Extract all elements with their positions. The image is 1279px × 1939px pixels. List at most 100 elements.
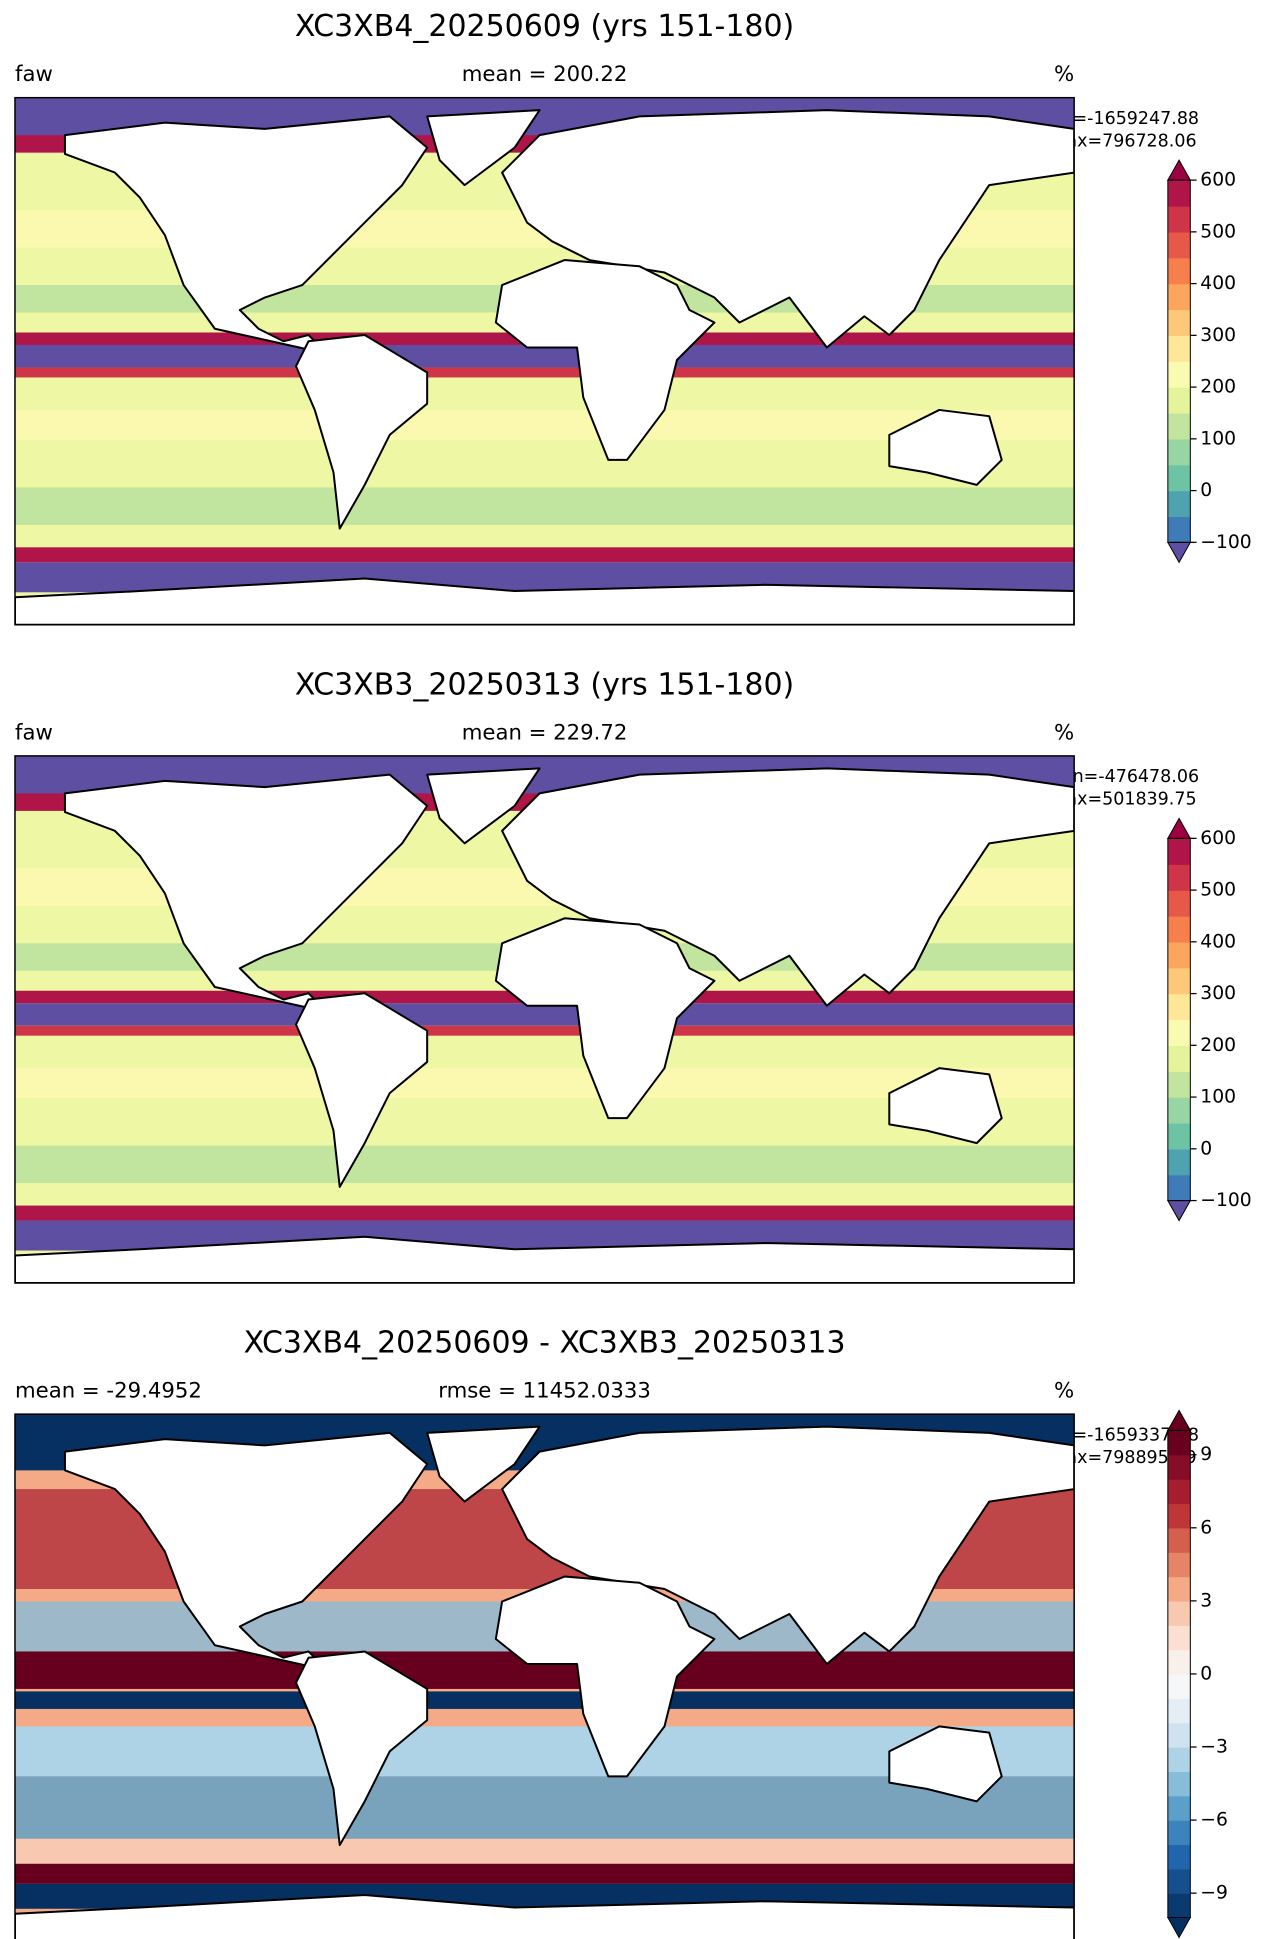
colorbar-tick-label: −9 <box>1200 1883 1228 1904</box>
colorbar-bin <box>1167 1071 1191 1098</box>
colorbar-bin <box>1167 1097 1191 1124</box>
colorbar-bin <box>1167 1747 1191 1772</box>
unit-label: % <box>1054 62 1074 87</box>
colorbar-bin <box>1167 516 1191 543</box>
center-label: mean = 200.22 <box>462 62 628 87</box>
colorbar-bin <box>1167 387 1191 414</box>
max-label: Max=798895.19 <box>1051 1448 1196 1468</box>
colorbar-under <box>1166 541 1192 564</box>
colorbar-bin <box>1167 1722 1191 1748</box>
colorbar-tick-label: −100 <box>1200 532 1251 553</box>
colorbar-tick-label: −100 <box>1200 1190 1251 1211</box>
colorbar-under <box>1166 1917 1192 1939</box>
panel-title: XC3XB4_20250609 - XC3XB3_20250313 <box>244 1326 846 1361</box>
center-label: rmse = 11452.0333 <box>438 1379 651 1404</box>
colorbar-bin <box>1167 1649 1191 1675</box>
colorbar-bin <box>1167 864 1191 891</box>
colorbar-over <box>1166 1409 1192 1431</box>
colorbar-bin <box>1167 1479 1191 1505</box>
map <box>14 1414 1075 1939</box>
max-label: Max=796728.06 <box>1051 131 1196 151</box>
colorbar-bin <box>1167 231 1191 259</box>
left-label: faw <box>15 62 53 87</box>
colorbar-bin <box>1167 180 1191 207</box>
map-frame <box>14 755 1075 1284</box>
colorbar-bin <box>1167 1503 1191 1529</box>
colorbar-bin <box>1167 1527 1191 1553</box>
min-label: Min=-1659337.88 <box>1042 1425 1200 1445</box>
colorbar-tick-label: −3 <box>1200 1737 1228 1758</box>
max-label: Max=501839.75 <box>1051 790 1196 810</box>
colorbar-tick-label: 100 <box>1200 1087 1236 1108</box>
panel-title: XC3XB4_20250609 (yrs 151-180) <box>295 9 794 44</box>
colorbar-tick-label: 3 <box>1200 1590 1212 1611</box>
colorbar-bin <box>1167 1868 1191 1894</box>
unit-label: % <box>1054 1379 1074 1404</box>
colorbar-tick-label: 600 <box>1200 170 1236 191</box>
colorbar-bin <box>1167 1454 1191 1480</box>
colorbar-bin <box>1167 1148 1191 1176</box>
colorbar-bin <box>1167 1771 1191 1797</box>
colorbar-bin <box>1167 1576 1191 1602</box>
colorbar-bin <box>1167 915 1191 943</box>
colorbar-bin <box>1167 1552 1191 1578</box>
colorbar-tick-label: 0 <box>1200 480 1212 501</box>
colorbar-over <box>1166 817 1192 839</box>
colorbar-bin <box>1167 1820 1191 1846</box>
colorbar-tick-label: 600 <box>1200 828 1236 849</box>
colorbar-tick-label: 400 <box>1200 273 1236 294</box>
colorbar-tick-label: 300 <box>1200 325 1236 346</box>
colorbar-tick-label: 200 <box>1200 377 1236 398</box>
min-label: Min=-476478.06 <box>1053 767 1199 787</box>
colorbar-bin <box>1167 941 1191 969</box>
map <box>14 755 1075 1284</box>
colorbar-bin <box>1167 1174 1191 1202</box>
colorbar-bin <box>1167 335 1191 362</box>
colorbar-bin <box>1167 1698 1191 1724</box>
colorbar-bin <box>1167 257 1191 285</box>
colorbar-tick-label: 200 <box>1200 1035 1236 1056</box>
map-frame <box>14 1413 1075 1939</box>
colorbar-bin <box>1167 890 1191 917</box>
colorbar-bin <box>1167 1600 1191 1626</box>
colorbar-bin <box>1167 283 1191 311</box>
colorbar-tick-label: 9 <box>1200 1444 1212 1465</box>
colorbar-under <box>1166 1200 1192 1222</box>
colorbar-bin <box>1167 1045 1191 1072</box>
colorbar-bin <box>1167 1625 1191 1651</box>
colorbar-bin <box>1167 438 1191 466</box>
unit-label: % <box>1054 720 1074 745</box>
colorbar-frame <box>1167 179 1191 543</box>
colorbar-bin <box>1167 1430 1191 1456</box>
colorbar-tick-label: 400 <box>1200 931 1236 952</box>
panel-title: XC3XB3_20250313 (yrs 151-180) <box>295 667 794 702</box>
min-label: Min=-1659247.88 <box>1042 109 1200 129</box>
colorbar-bin <box>1167 490 1191 518</box>
colorbar-tick-label: 300 <box>1200 983 1236 1004</box>
colorbar-tick-label: −6 <box>1200 1810 1228 1831</box>
colorbar-bin <box>1167 838 1191 865</box>
colorbar-bin <box>1167 1019 1191 1046</box>
map-frame <box>14 96 1075 626</box>
colorbar-bin <box>1167 967 1191 995</box>
center-label: mean = 229.72 <box>462 720 628 745</box>
colorbar-bin <box>1167 993 1191 1021</box>
colorbar-tick-label: 500 <box>1200 221 1236 242</box>
colorbar-bin <box>1167 412 1191 440</box>
colorbar-tick-label: 6 <box>1200 1517 1212 1538</box>
colorbar-tick-label: 500 <box>1200 880 1236 901</box>
map <box>14 97 1075 625</box>
colorbar-bin <box>1167 361 1191 388</box>
left-label: faw <box>15 720 53 745</box>
colorbar-tick-label: 0 <box>1200 1138 1212 1159</box>
colorbar-bin <box>1167 1844 1191 1870</box>
colorbar-bin <box>1167 1122 1191 1150</box>
colorbar-over <box>1166 159 1192 181</box>
left-label: mean = -29.4952 <box>15 1379 202 1404</box>
colorbar-tick-label: 100 <box>1200 428 1236 449</box>
colorbar-frame <box>1167 837 1191 1202</box>
colorbar-bin <box>1167 1673 1191 1699</box>
colorbar-bin <box>1167 1893 1191 1919</box>
colorbar-bin <box>1167 205 1191 233</box>
